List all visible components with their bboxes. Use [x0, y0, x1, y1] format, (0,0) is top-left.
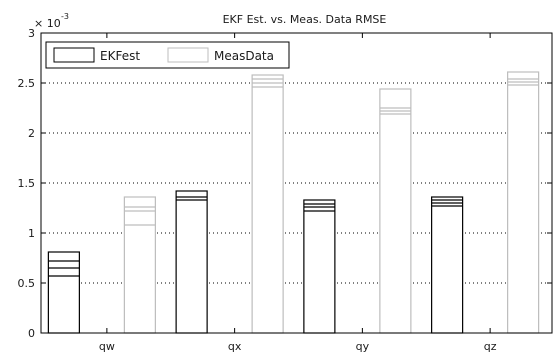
bar-ekfest [175, 190, 208, 334]
bars [47, 71, 540, 334]
x-tick-label: qy [356, 340, 370, 353]
bar-ekfest [431, 196, 464, 334]
y-axis-multiplier-exponent: -3 [61, 12, 69, 21]
y-tick-label: 1.5 [18, 177, 36, 190]
bar-measdata [251, 74, 284, 334]
axes: 0 0.5 1 1.5 2 2.5 3 qw qx qy qz [18, 27, 552, 353]
y-tick-label: 0 [28, 327, 35, 340]
y-tick-label: 1 [28, 227, 35, 240]
y-tick-label: 3 [28, 27, 35, 40]
bar-ekfest [303, 199, 336, 334]
x-tick-label: qx [228, 340, 242, 353]
y-axis-multiplier: × 10 [34, 17, 61, 30]
x-tick-label: qw [99, 340, 115, 353]
legend-label-measdata: MeasData [214, 49, 274, 63]
bar-measdata [507, 71, 540, 334]
y-tick-label: 2.5 [18, 77, 36, 90]
bar-measdata [379, 88, 412, 334]
y-tick-label: 2 [28, 127, 35, 140]
legend-swatch-measdata [167, 47, 209, 63]
y-tick-label: 0.5 [18, 277, 36, 290]
chart-title: EKF Est. vs. Meas. Data RMSE [223, 13, 387, 26]
grid-lines [41, 82, 552, 284]
bar-measdata [123, 196, 156, 334]
legend-label-ekfest: EKFest [100, 49, 140, 63]
legend: EKFest MeasData [45, 41, 290, 69]
bar-ekfest [47, 251, 80, 334]
legend-swatch-ekfest [53, 47, 95, 63]
x-tick-label: qz [484, 340, 497, 353]
